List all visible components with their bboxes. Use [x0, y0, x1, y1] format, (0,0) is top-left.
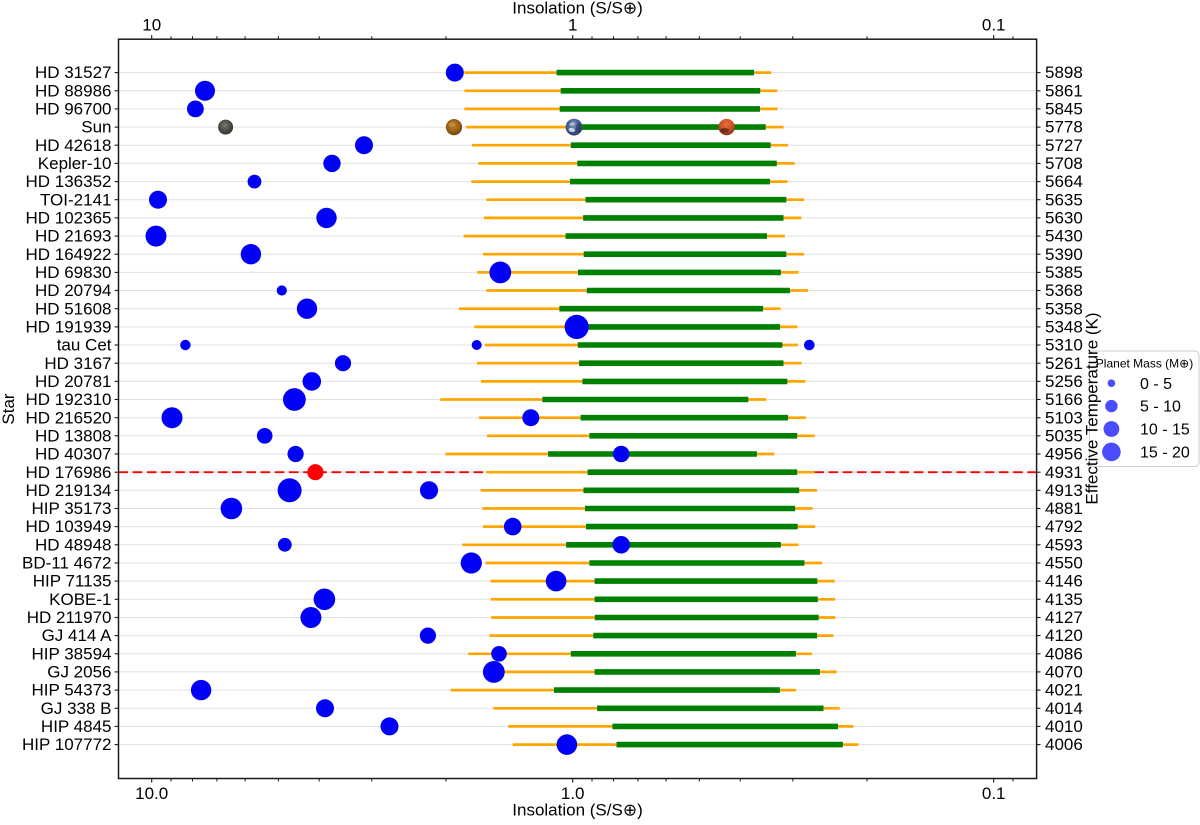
- svg-text:4135: 4135: [1045, 590, 1083, 609]
- svg-text:HD 88986: HD 88986: [35, 81, 112, 100]
- svg-text:4146: 4146: [1045, 572, 1083, 591]
- svg-text:HD 3167: HD 3167: [44, 354, 111, 373]
- svg-text:GJ 414 A: GJ 414 A: [42, 626, 113, 645]
- svg-text:HD 40307: HD 40307: [35, 445, 112, 464]
- svg-text:4956: 4956: [1045, 445, 1083, 464]
- svg-text:HIP 38594: HIP 38594: [31, 644, 111, 663]
- svg-text:4593: 4593: [1045, 535, 1083, 554]
- svg-text:4120: 4120: [1045, 626, 1083, 645]
- svg-text:HD 20781: HD 20781: [35, 372, 112, 391]
- svg-text:4021: 4021: [1045, 681, 1083, 700]
- svg-text:HD 136352: HD 136352: [25, 172, 111, 191]
- svg-text:4913: 4913: [1045, 481, 1083, 500]
- svg-text:Planet Mass (M⊕): Planet Mass (M⊕): [1096, 357, 1193, 371]
- svg-text:4792: 4792: [1045, 517, 1083, 536]
- svg-text:4006: 4006: [1045, 735, 1083, 754]
- svg-text:HD 103949: HD 103949: [25, 517, 111, 536]
- svg-text:Insolation (S/S⊕): Insolation (S/S⊕): [512, 0, 642, 18]
- svg-text:HD 216520: HD 216520: [25, 408, 111, 427]
- svg-text:HD 191939: HD 191939: [25, 318, 111, 337]
- svg-text:Insolation (S/S⊕): Insolation (S/S⊕): [512, 801, 642, 820]
- svg-text:10 - 15: 10 - 15: [1140, 422, 1190, 439]
- svg-text:HD 69830: HD 69830: [35, 263, 112, 282]
- svg-text:5430: 5430: [1045, 227, 1083, 246]
- svg-text:10: 10: [142, 16, 161, 35]
- svg-text:5727: 5727: [1045, 136, 1083, 155]
- svg-text:5166: 5166: [1045, 390, 1083, 409]
- svg-text:5861: 5861: [1045, 81, 1083, 100]
- svg-text:HIP 4845: HIP 4845: [41, 717, 112, 736]
- svg-text:HD 13808: HD 13808: [35, 426, 112, 445]
- svg-text:5358: 5358: [1045, 299, 1083, 318]
- svg-text:4086: 4086: [1045, 644, 1083, 663]
- svg-text:HD 164922: HD 164922: [25, 245, 111, 264]
- svg-text:HD 211970: HD 211970: [27, 608, 112, 627]
- svg-text:0.1: 0.1: [982, 16, 1006, 35]
- svg-text:4014: 4014: [1045, 699, 1083, 718]
- svg-text:5708: 5708: [1045, 154, 1083, 173]
- svg-text:tau Cet: tau Cet: [57, 336, 112, 355]
- svg-text:HIP 54373: HIP 54373: [31, 681, 111, 700]
- svg-text:Sun: Sun: [81, 118, 111, 137]
- svg-text:TOI-2141: TOI-2141: [40, 190, 112, 209]
- svg-text:5630: 5630: [1045, 209, 1083, 228]
- svg-text:HD 219134: HD 219134: [25, 481, 111, 500]
- svg-text:1.0: 1.0: [561, 784, 585, 803]
- svg-text:HD 176986: HD 176986: [25, 463, 111, 482]
- svg-text:0 - 5: 0 - 5: [1140, 376, 1172, 393]
- svg-text:5103: 5103: [1045, 408, 1083, 427]
- svg-text:5385: 5385: [1045, 263, 1083, 282]
- svg-text:10.0: 10.0: [135, 784, 168, 803]
- svg-text:0.1: 0.1: [982, 784, 1006, 803]
- svg-text:HIP 107772: HIP 107772: [22, 735, 111, 754]
- svg-text:4070: 4070: [1045, 663, 1083, 682]
- svg-text:5261: 5261: [1045, 354, 1083, 373]
- svg-text:Kepler-10: Kepler-10: [38, 154, 112, 173]
- svg-text:HIP 35173: HIP 35173: [31, 499, 111, 518]
- svg-text:KOBE-1: KOBE-1: [49, 590, 111, 609]
- svg-text:5898: 5898: [1045, 63, 1083, 82]
- svg-text:HD 102365: HD 102365: [25, 209, 111, 228]
- svg-text:5635: 5635: [1045, 190, 1083, 209]
- svg-text:4881: 4881: [1045, 499, 1083, 518]
- svg-text:HD 96700: HD 96700: [35, 100, 112, 119]
- svg-text:4931: 4931: [1045, 463, 1083, 482]
- svg-text:5310: 5310: [1045, 336, 1083, 355]
- svg-text:HIP 71135: HIP 71135: [33, 572, 112, 591]
- svg-text:5390: 5390: [1045, 245, 1083, 264]
- svg-text:HD 20794: HD 20794: [35, 281, 112, 300]
- svg-text:Star: Star: [0, 393, 18, 425]
- svg-text:5845: 5845: [1045, 100, 1083, 119]
- svg-text:15 - 20: 15 - 20: [1140, 445, 1190, 462]
- svg-text:4550: 4550: [1045, 554, 1083, 573]
- svg-text:5778: 5778: [1045, 118, 1083, 137]
- svg-text:HD 51608: HD 51608: [35, 299, 112, 318]
- svg-text:5664: 5664: [1045, 172, 1083, 191]
- svg-text:5348: 5348: [1045, 318, 1083, 337]
- svg-text:4127: 4127: [1045, 608, 1083, 627]
- svg-text:HD 31527: HD 31527: [35, 63, 112, 82]
- svg-text:HD 21693: HD 21693: [35, 227, 112, 246]
- svg-text:BD-11 4672: BD-11 4672: [22, 554, 111, 573]
- svg-text:5368: 5368: [1045, 281, 1083, 300]
- svg-text:HD 42618: HD 42618: [35, 136, 112, 155]
- svg-text:5 - 10: 5 - 10: [1140, 399, 1181, 416]
- svg-text:GJ 2056: GJ 2056: [47, 663, 111, 682]
- svg-text:5035: 5035: [1045, 426, 1083, 445]
- svg-text:GJ 338 B: GJ 338 B: [41, 699, 112, 718]
- svg-text:HD 192310: HD 192310: [25, 390, 111, 409]
- svg-text:1: 1: [568, 16, 577, 35]
- svg-text:Effective Temperature (K): Effective Temperature (K): [1083, 312, 1102, 504]
- svg-text:5256: 5256: [1045, 372, 1083, 391]
- svg-text:4010: 4010: [1045, 717, 1083, 736]
- svg-text:HD 48948: HD 48948: [35, 535, 112, 554]
